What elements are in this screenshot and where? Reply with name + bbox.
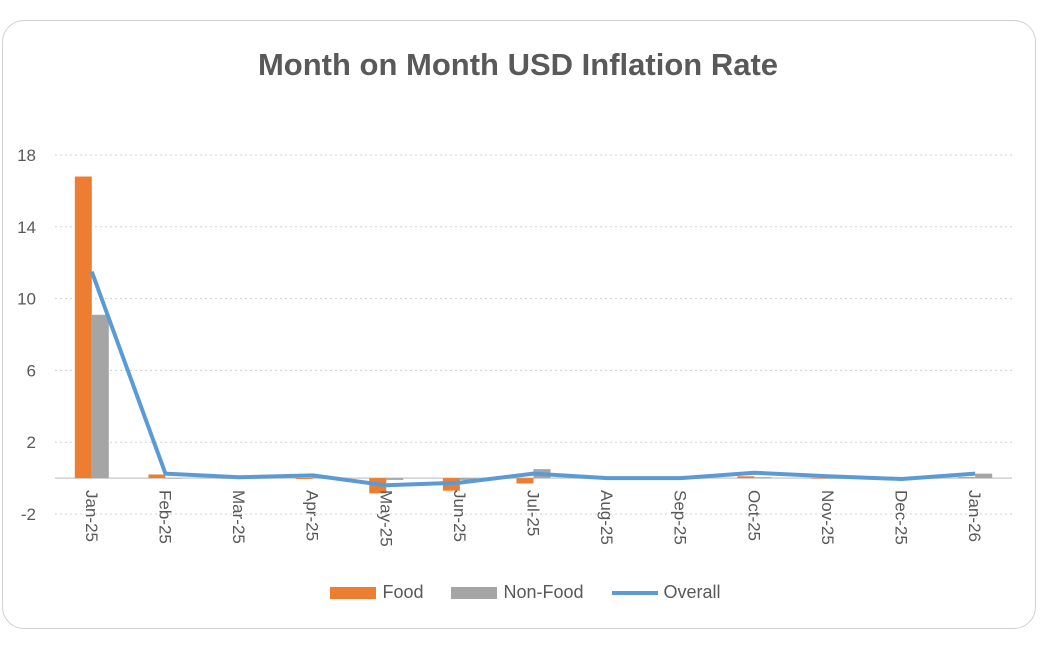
legend-food-label: Food — [382, 582, 424, 602]
bar-food — [74, 176, 92, 479]
line-overall — [89, 270, 976, 488]
bar-food — [737, 476, 755, 479]
bar-nonfood — [386, 478, 404, 480]
bar-food — [958, 477, 976, 479]
bar-nonfood — [459, 478, 477, 480]
x-tick-label: Feb-25 — [155, 490, 174, 544]
x-tick-label: Aug-25 — [597, 490, 616, 545]
bar-food — [810, 478, 828, 479]
legend: Food Non-Food Overall — [0, 582, 1051, 603]
x-tick-label: Jul-25 — [524, 490, 543, 536]
legend-nonfood-swatch — [451, 586, 498, 599]
y-tick-label: 18 — [17, 146, 36, 165]
bar-nonfood — [754, 477, 772, 479]
bar-nonfood — [165, 478, 183, 479]
bar-food — [295, 478, 313, 479]
legend-food[interactable]: Food — [330, 582, 423, 603]
y-tick-label: 2 — [27, 433, 36, 452]
x-tick-label: Dec-25 — [892, 490, 911, 545]
x-tick-label: Nov-25 — [818, 490, 837, 545]
x-tick-label: Oct-25 — [744, 490, 763, 541]
chart-title: Month on Month USD Inflation Rate — [257, 47, 779, 82]
x-tick-label: Jan-25 — [82, 490, 101, 542]
x-tick-label: Apr-25 — [303, 490, 322, 541]
x-tick-label: Mar-25 — [229, 490, 248, 544]
bar-nonfood — [91, 314, 109, 479]
y-tick-label: 6 — [27, 361, 36, 380]
legend-food-swatch — [330, 586, 377, 599]
x-tick-label: May-25 — [376, 490, 395, 547]
legend-nonfood-label: Non-Food — [503, 582, 584, 602]
legend-overall[interactable]: Overall — [611, 582, 721, 603]
y-tick-label: 10 — [17, 290, 36, 309]
legend-nonfood[interactable]: Non-Food — [451, 582, 584, 603]
bar-food — [516, 478, 534, 484]
x-tick-label: Jun-25 — [450, 490, 469, 542]
bar-nonfood — [975, 473, 993, 479]
x-tick-label: Jan-26 — [965, 490, 984, 542]
bar-food — [148, 474, 166, 479]
y-tick-label: 14 — [17, 218, 36, 237]
legend-overall-label: Overall — [663, 582, 721, 602]
x-tick-label: Sep-25 — [671, 490, 690, 545]
chart-card — [2, 20, 1036, 629]
y-tick-label: -2 — [21, 505, 36, 524]
legend-overall-swatch — [611, 590, 658, 595]
